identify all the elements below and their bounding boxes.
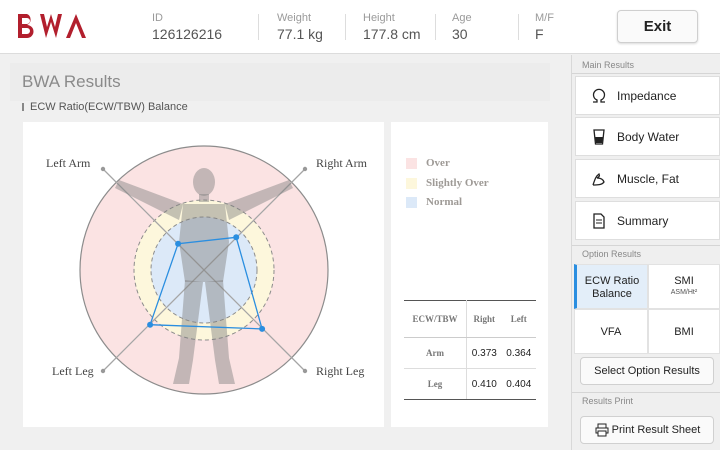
table-row: Leg 0.410 0.404	[404, 368, 536, 400]
ecw-ratio-label: ECW Ratio	[584, 275, 640, 287]
body-silhouette	[115, 168, 293, 384]
sex-field: M/F F	[535, 12, 554, 42]
omega-icon	[592, 88, 606, 103]
divider	[572, 73, 720, 74]
title-bar: BWA Results	[10, 63, 550, 101]
smi-label: SMI	[674, 275, 694, 287]
ecw-balance-chart: Left Arm Right Arm Left Leg Right Leg	[23, 122, 384, 427]
legend-swatch-slightly-over	[406, 178, 417, 189]
radar-point-right-arm	[233, 234, 240, 241]
muscle-fat-button[interactable]: Muscle, Fat	[575, 159, 720, 198]
table-row: Arm 0.373 0.364	[404, 337, 536, 369]
subtitle-marker	[22, 103, 24, 111]
cell-leg-right: 0.410	[466, 368, 502, 400]
cell-leg-left: 0.404	[501, 368, 536, 400]
ecw-ratio-table: ECW/TBW Right Left Arm 0.373 0.364 Leg 0…	[404, 300, 536, 400]
section-subtitle: ECW Ratio(ECW/TBW) Balance	[30, 101, 188, 113]
summary-label: Summary	[617, 214, 669, 228]
height-value: 177.8 cm	[363, 26, 421, 42]
body-water-label: Body Water	[617, 130, 680, 144]
height-label: Height	[363, 12, 395, 24]
exit-button[interactable]: Exit	[617, 10, 698, 43]
summary-button[interactable]: Summary	[575, 201, 720, 240]
document-icon	[593, 213, 605, 229]
body-water-button[interactable]: Body Water	[575, 117, 720, 156]
results-print-label: Results Print	[582, 396, 634, 406]
cell-arm-left: 0.364	[501, 337, 536, 369]
table-header: Right	[466, 300, 502, 338]
divider	[258, 14, 259, 40]
radar-series	[147, 234, 266, 332]
muscle-arm-icon	[592, 173, 605, 186]
divider	[572, 392, 720, 393]
row-label: Arm	[404, 337, 468, 369]
label-right-arm: Right Arm	[316, 156, 368, 170]
impedance-button[interactable]: Impedance	[575, 76, 720, 115]
main-content: BWA Results ECW Ratio(ECW/TBW) Balance	[0, 55, 570, 450]
ecw-ratio-balance-button[interactable]: ECW Ratio Balance	[574, 264, 648, 309]
print-label: Print Result Sheet	[611, 424, 701, 436]
height-field: Height 177.8 cm	[363, 12, 421, 42]
label-right-leg: Right Leg	[316, 364, 364, 378]
axis-end-right-arm	[302, 166, 308, 172]
legend-label-over: Over	[426, 157, 450, 169]
patient-id-value: 126126216	[152, 26, 223, 42]
row-label: Leg	[404, 368, 468, 400]
patient-id-field: ID 126126216	[152, 12, 222, 42]
ecw-balance-label: Balance	[592, 288, 632, 300]
weight-label: Weight	[277, 12, 312, 24]
legend-label-slightly-over: Slightly Over	[426, 177, 489, 189]
label-left-leg: Left Leg	[52, 364, 94, 378]
legend-panel: Over Slightly Over Normal ECW/TBW Right …	[391, 122, 548, 427]
bwa-logo	[18, 14, 86, 38]
ecw-chart-svg: Left Arm Right Arm Left Leg Right Leg	[46, 145, 368, 395]
radar-point-left-leg	[147, 321, 154, 328]
vfa-label: VFA	[600, 326, 622, 338]
water-glass-icon	[593, 129, 605, 145]
vfa-button[interactable]: VFA	[574, 309, 648, 354]
divider	[345, 14, 346, 40]
main-results-label: Main Results	[582, 60, 635, 70]
legend-label-normal: Normal	[426, 196, 463, 208]
table-header-row: ECW/TBW Right Left	[404, 300, 536, 338]
header-bar: ID 126126216 Weight 77.1 kg Height 177.8…	[0, 0, 720, 54]
page-title: BWA Results	[22, 72, 121, 91]
divider	[435, 14, 436, 40]
smi-button[interactable]: SMI ASM/Ht²	[648, 264, 720, 309]
sex-label: M/F	[535, 12, 554, 24]
bmi-label: BMI	[674, 326, 694, 338]
option-results-label: Option Results	[582, 249, 642, 259]
age-field: Age 30	[452, 12, 472, 42]
cell-arm-right: 0.373	[466, 337, 502, 369]
legend-swatch-normal	[406, 197, 417, 208]
radar-point-left-arm	[175, 240, 182, 247]
radar-point-right-leg	[259, 325, 266, 332]
printer-icon	[595, 423, 609, 437]
patient-id-label: ID	[152, 12, 163, 24]
smi-formula: ASM/Ht²	[670, 289, 698, 296]
muscle-fat-label: Muscle, Fat	[617, 172, 680, 186]
axis-end-left-leg	[100, 368, 106, 374]
results-sidebar: Main Results Impedance Body Water Muscle…	[571, 55, 720, 450]
print-result-sheet-button[interactable]: Print Result Sheet	[580, 416, 714, 444]
table-header: Left	[501, 300, 536, 338]
label-left-arm: Left Arm	[46, 156, 91, 170]
divider	[572, 245, 720, 246]
axis-end-right-leg	[302, 368, 308, 374]
legend-swatch-over	[406, 158, 417, 169]
age-value: 30	[452, 26, 468, 42]
sex-value: F	[535, 26, 544, 42]
age-label: Age	[452, 12, 472, 24]
bmi-button[interactable]: BMI	[648, 309, 720, 354]
divider	[518, 14, 519, 40]
axis-end-left-arm	[100, 166, 106, 172]
weight-value: 77.1 kg	[277, 26, 323, 42]
impedance-label: Impedance	[617, 89, 677, 103]
weight-field: Weight 77.1 kg	[277, 12, 323, 42]
axis-right-arm	[102, 168, 306, 372]
table-header: ECW/TBW	[404, 300, 468, 338]
select-option-results-button[interactable]: Select Option Results	[580, 357, 714, 385]
